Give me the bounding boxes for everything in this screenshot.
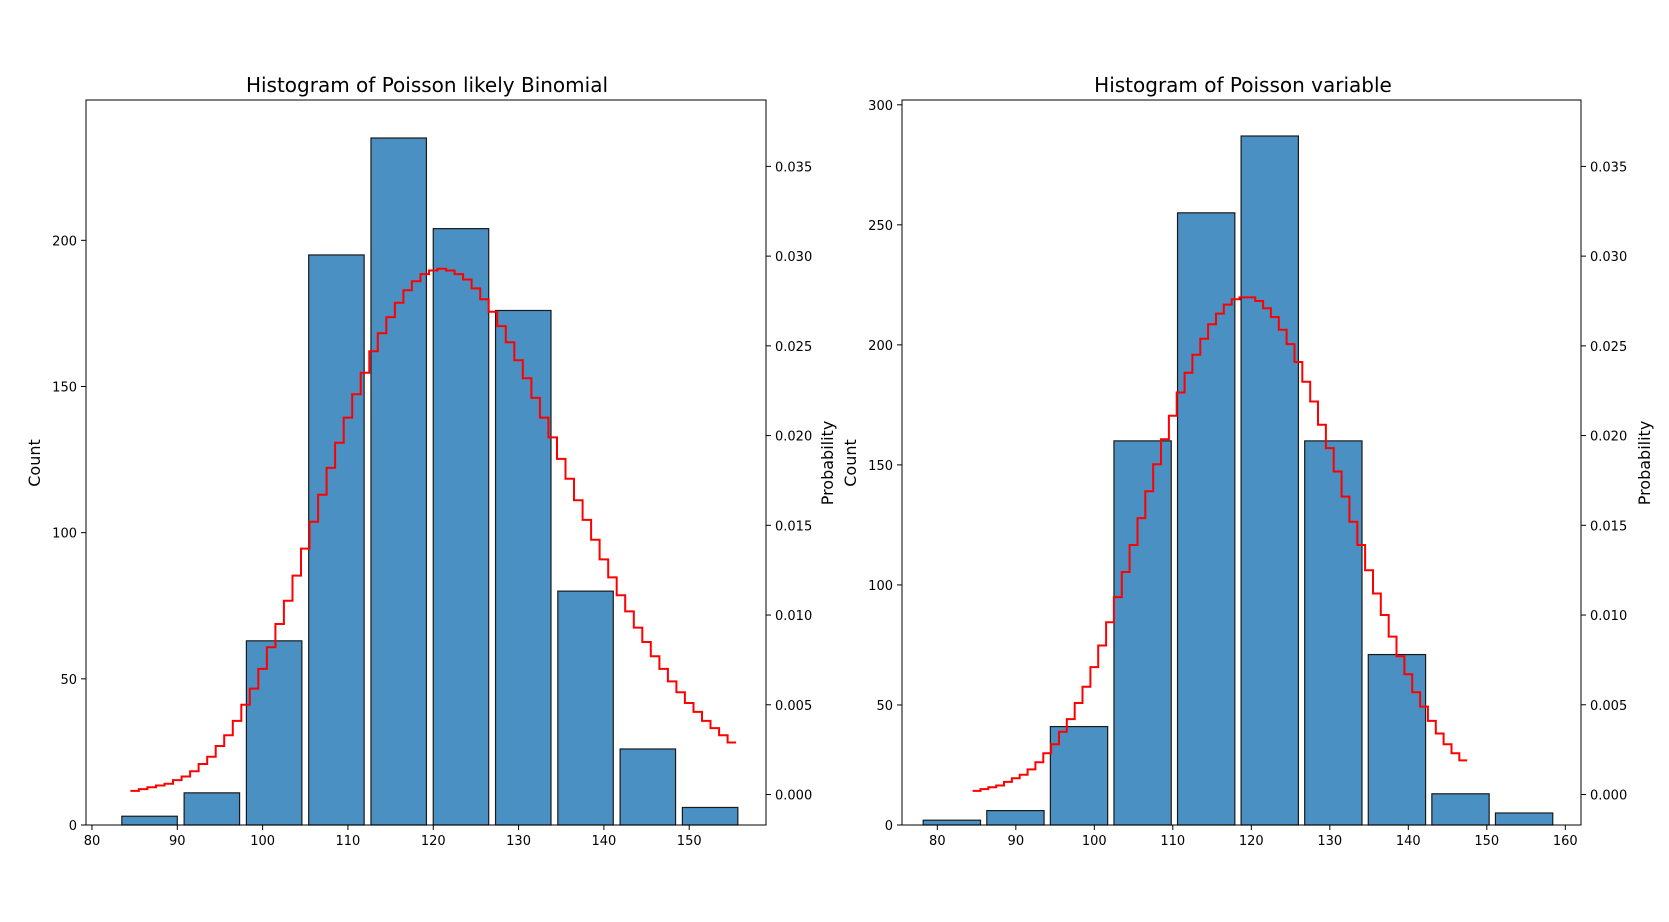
y-tick-label: 200: [52, 234, 77, 249]
y-tick-label: 0: [69, 819, 77, 834]
histogram-bar: [370, 137, 428, 826]
y2-tick-label: 0.025: [775, 340, 812, 355]
y2-tick-label: 0.005: [775, 699, 812, 714]
x-tick-label: 100: [1082, 834, 1107, 849]
y-tick-label: 300: [868, 99, 893, 114]
y2-tick-label: 0.000: [775, 788, 812, 803]
x-tick-label: 90: [1008, 834, 1025, 849]
y-tick-label: 150: [868, 459, 893, 474]
histogram-bar: [183, 792, 241, 826]
y-tick-label: 250: [868, 219, 893, 234]
secondary-y-axis-label: Probability: [818, 421, 837, 506]
y-tick-label: 100: [868, 579, 893, 594]
histogram-bar: [245, 640, 303, 826]
histogram-bar: [1367, 653, 1427, 826]
chart-title: Histogram of Poisson likely Binomial: [246, 73, 608, 97]
y2-tick-label: 0.020: [775, 430, 812, 445]
y2-tick-label: 0.025: [1590, 340, 1627, 355]
y2-tick-label: 0.015: [775, 519, 812, 534]
right-histogram-panel: Histogram of Poisson variable Count Prob…: [841, 73, 1654, 849]
y2-tick-label: 0.035: [775, 160, 812, 175]
histogram-bar: [121, 815, 178, 826]
histogram-bar: [1431, 793, 1490, 826]
y-tick-label: 50: [60, 673, 77, 688]
x-tick-label: 110: [1160, 834, 1185, 849]
y-axis-label: Count: [841, 439, 860, 487]
chart-title: Histogram of Poisson variable: [1094, 73, 1392, 97]
y2-tick-label: 0.005: [1590, 699, 1627, 714]
secondary-y-axis-label: Probability: [1635, 421, 1654, 506]
x-tick-label: 150: [677, 834, 702, 849]
y2-tick-label: 0.020: [1590, 430, 1627, 445]
x-tick-label: 140: [1396, 834, 1421, 849]
y-tick-label: 200: [868, 339, 893, 354]
x-tick-label: 140: [591, 834, 616, 849]
histogram-bar: [1240, 135, 1300, 826]
histogram-bar: [1113, 440, 1172, 826]
histogram-bar: [557, 590, 614, 826]
histogram-bar: [1304, 440, 1363, 826]
histogram-bar: [922, 819, 982, 826]
histogram-bar: [1494, 812, 1554, 826]
histogram-bar: [494, 309, 552, 826]
probability-step-line: [972, 296, 1468, 792]
x-tick-label: 150: [1474, 834, 1499, 849]
x-tick-label: 120: [1239, 834, 1264, 849]
y2-tick-label: 0.010: [775, 609, 812, 624]
y-axis-label: Count: [25, 439, 44, 487]
x-tick-label: 130: [1317, 834, 1342, 849]
x-tick-label: 160: [1553, 834, 1578, 849]
y2-tick-label: 0.030: [1590, 250, 1627, 265]
probability-step-line: [130, 267, 737, 792]
y-tick-label: 0: [885, 819, 893, 834]
y2-tick-label: 0.010: [1590, 609, 1627, 624]
x-tick-label: 110: [336, 834, 361, 849]
left-histogram-panel: Histogram of Poisson likely Binomial Cou…: [25, 73, 837, 849]
y-tick-label: 100: [52, 527, 77, 542]
y-tick-label: 150: [52, 380, 77, 395]
y2-tick-label: 0.015: [1590, 519, 1627, 534]
x-tick-label: 100: [250, 834, 275, 849]
x-tick-label: 120: [421, 834, 446, 849]
x-tick-label: 90: [169, 834, 186, 849]
histogram-bar: [681, 806, 739, 826]
y2-tick-label: 0.030: [775, 250, 812, 265]
histogram-bar: [308, 254, 365, 826]
plot-frame: [901, 99, 1582, 826]
histogram-bar: [619, 748, 677, 826]
histogram-bar: [986, 809, 1045, 826]
y2-tick-label: 0.035: [1590, 160, 1627, 175]
histogram-bar: [1176, 212, 1236, 826]
x-tick-label: 80: [84, 834, 101, 849]
plot-frame: [85, 99, 767, 826]
histogram-bar: [432, 228, 490, 826]
y2-tick-label: 0.000: [1590, 788, 1627, 803]
x-tick-label: 130: [506, 834, 531, 849]
y-tick-label: 50: [876, 699, 893, 714]
x-tick-label: 80: [929, 834, 946, 849]
